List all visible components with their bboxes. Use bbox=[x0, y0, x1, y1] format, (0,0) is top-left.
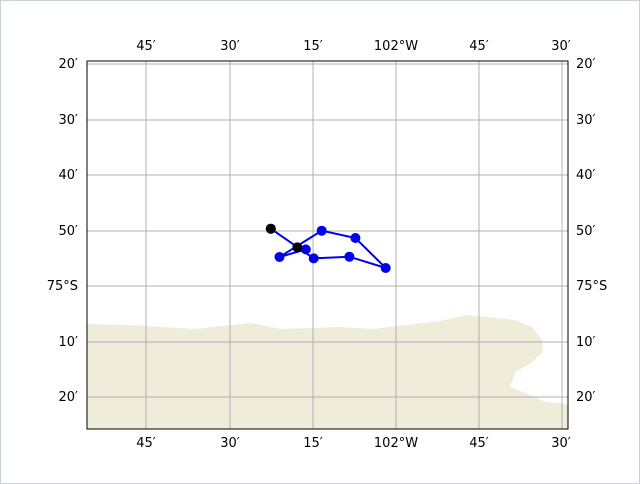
lat-label-left: 40′ bbox=[59, 168, 79, 183]
track-point bbox=[300, 244, 311, 255]
lon-label-bottom: 30′ bbox=[551, 436, 571, 451]
lat-label-right: 40′ bbox=[576, 168, 596, 183]
lat-label-right: 50′ bbox=[576, 224, 596, 239]
lat-label-left: 20′ bbox=[59, 390, 79, 405]
track-point bbox=[380, 263, 391, 273]
track-endpoint-marker bbox=[265, 223, 276, 234]
lat-label-left: 50′ bbox=[59, 224, 79, 239]
lon-label-top: 45′ bbox=[136, 39, 156, 54]
track-point bbox=[344, 251, 355, 262]
lon-label-bottom: 15′ bbox=[303, 436, 323, 451]
lat-label-right: 30′ bbox=[576, 113, 596, 128]
lon-label-bottom: 45′ bbox=[469, 436, 489, 451]
lon-label-top: 15′ bbox=[303, 39, 323, 54]
lon-label-top: 30′ bbox=[551, 39, 571, 54]
lat-label-right: 20′ bbox=[576, 390, 596, 405]
map-border bbox=[86, 60, 569, 430]
track-point bbox=[308, 253, 319, 264]
lon-label-top: 102°W bbox=[374, 39, 418, 54]
lat-label-left: 75°S bbox=[47, 279, 78, 294]
right-latitude-labels: 20′ 30′ 40′ 50′ 75°S 10′ 20′ bbox=[576, 57, 607, 405]
track-endpoint-marker bbox=[292, 242, 303, 253]
lat-label-right: 20′ bbox=[576, 57, 596, 72]
lon-label-bottom: 45′ bbox=[136, 436, 156, 451]
top-longitude-labels: 45′ 30′ 15′ 102°W 45′ 30′ bbox=[136, 39, 571, 54]
lon-label-top: 45′ bbox=[469, 39, 489, 54]
bottom-longitude-labels: 45′ 30′ 15′ 102°W 45′ 30′ bbox=[136, 436, 571, 451]
lat-label-left: 10′ bbox=[59, 335, 79, 350]
lon-label-top: 30′ bbox=[220, 39, 240, 54]
track-point bbox=[316, 225, 327, 236]
track-point bbox=[350, 233, 361, 243]
track-points bbox=[265, 223, 391, 273]
lat-label-right: 10′ bbox=[576, 335, 596, 350]
left-latitude-labels: 20′ 30′ 40′ 50′ 75°S 10′ 20′ bbox=[47, 57, 78, 405]
lon-label-bottom: 102°W bbox=[374, 436, 418, 451]
lon-label-bottom: 30′ bbox=[220, 436, 240, 451]
coastline-land bbox=[87, 315, 568, 429]
track-point bbox=[274, 252, 285, 262]
lat-label-left: 20′ bbox=[59, 57, 79, 72]
lat-label-right: 75°S bbox=[576, 279, 607, 294]
lat-label-left: 30′ bbox=[59, 113, 79, 128]
